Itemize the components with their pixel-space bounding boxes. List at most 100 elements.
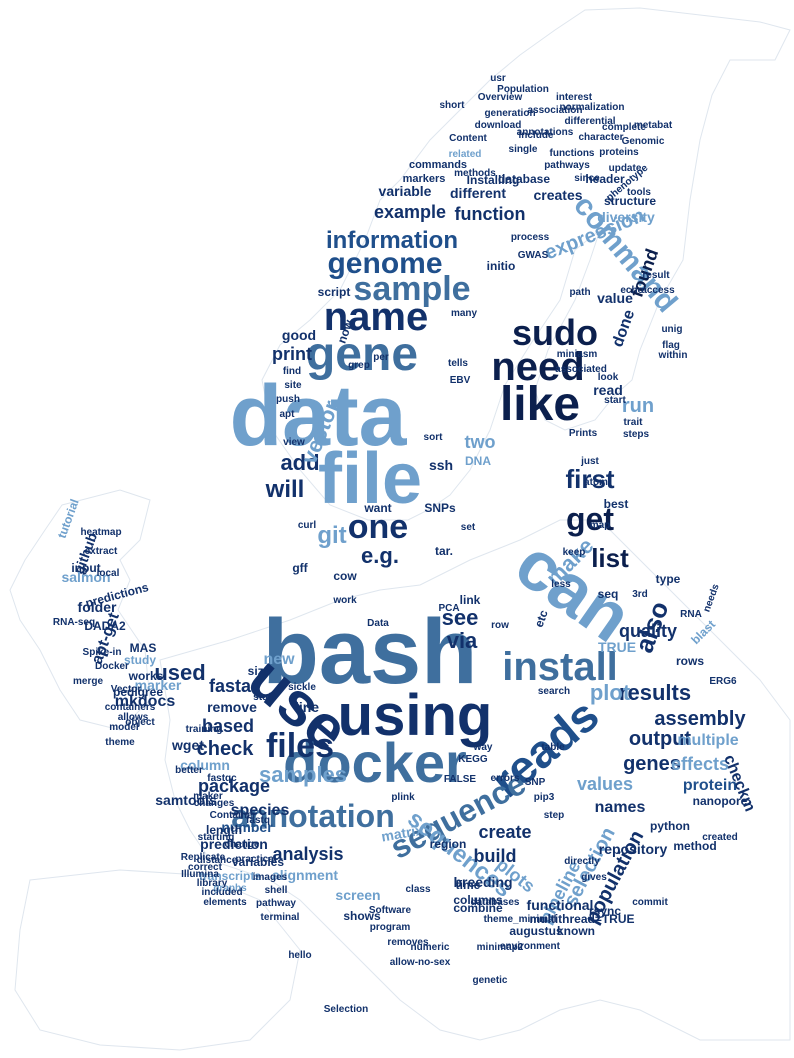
word-columns: columns <box>453 893 503 907</box>
word-illumina: Illumina <box>181 869 219 880</box>
word-samtools: samtools <box>155 792 217 808</box>
word-length: length <box>206 823 242 837</box>
word-breeding: breeding <box>453 874 512 890</box>
word-shows: shows <box>343 909 381 923</box>
word-print: print <box>272 344 312 364</box>
word-annotation: annotation <box>231 798 395 834</box>
mainland-europe-shape <box>159 519 791 1041</box>
word-fasta: fasta <box>209 676 252 696</box>
word-etc: etc <box>532 608 551 629</box>
word-pathways: pathways <box>544 160 590 171</box>
word-install: install <box>502 645 618 689</box>
word-association: association <box>527 105 582 116</box>
word-creates: creates <box>533 187 582 203</box>
word-atom: atom <box>584 477 608 488</box>
word-values: values <box>577 774 633 794</box>
word-good: good <box>282 327 316 343</box>
word-keep: keep <box>563 547 586 558</box>
word-gives: gives <box>581 872 607 883</box>
word-start: start <box>604 395 626 406</box>
word-remove: remove <box>207 699 257 715</box>
word-used: used <box>154 660 205 685</box>
word-update: update <box>609 163 642 174</box>
word-unig: unig <box>661 324 682 335</box>
word-column: column <box>180 757 230 773</box>
word-usr: usr <box>490 73 506 84</box>
word-functions: functions <box>550 148 595 159</box>
word-tar: tar. <box>435 544 453 558</box>
word-object: object <box>125 717 155 728</box>
word-data: data <box>230 368 408 464</box>
word-see: see <box>442 605 479 630</box>
word-within: within <box>658 350 688 361</box>
word-set: set <box>461 522 476 533</box>
word-grep: grep <box>348 360 370 371</box>
word-example: example <box>374 202 446 222</box>
scandinavia-shape <box>261 7 791 521</box>
word-correct: correct <box>188 862 223 873</box>
word-single: single <box>509 144 538 155</box>
word-find: find <box>283 366 301 377</box>
word-rsync: rsync <box>589 904 621 918</box>
word-interest: interest <box>556 92 593 103</box>
word-related: related <box>449 149 482 160</box>
word-pca: PCA <box>438 603 459 614</box>
word-differential: differential <box>564 116 615 127</box>
word-map: map <box>590 520 611 531</box>
word-eg: e.g. <box>361 543 399 568</box>
word-region: region <box>430 837 467 851</box>
word-want: want <box>363 501 391 515</box>
word-elements: elements <box>203 897 247 908</box>
word-best: best <box>604 497 629 511</box>
word-effects: effects <box>671 754 729 774</box>
word-structure: structure <box>604 194 656 208</box>
word-site: site <box>284 380 302 391</box>
word-add: add <box>280 450 319 475</box>
word-rows: rows <box>676 654 704 668</box>
word-echo: echo <box>620 285 643 296</box>
word-genome: genome <box>327 247 442 280</box>
word-needs: needs <box>702 582 722 613</box>
word-via: via <box>447 628 478 653</box>
word-docker: docker <box>283 731 467 794</box>
word-python: python <box>650 819 690 833</box>
word-local: local <box>97 568 120 579</box>
word-assembly: assembly <box>654 708 746 730</box>
word-new: new <box>263 651 295 668</box>
word-rna: RNA <box>680 609 702 620</box>
word-gff: gff <box>292 561 308 575</box>
word-miniasm: miniasm <box>557 349 598 360</box>
word-nanopore: nanopore <box>693 794 748 808</box>
word-merge: merge <box>73 676 103 687</box>
word-pathway: pathway <box>256 898 296 909</box>
word-matrix: matrix <box>380 822 424 845</box>
word-software: Software <box>369 905 412 916</box>
word-table: table <box>541 742 565 753</box>
word-stuff: stuff <box>253 692 275 703</box>
word-markers: markers <box>403 173 446 185</box>
word-path: path <box>569 287 590 298</box>
word-dna: DNA <box>465 454 491 468</box>
word-sort: sort <box>424 432 444 443</box>
word-access: access <box>641 285 675 296</box>
word-way: way <box>473 742 493 753</box>
word-wget: wget <box>171 737 204 753</box>
word-bash: bash <box>263 601 478 703</box>
word-work: work <box>332 595 357 606</box>
word-maker: maker <box>193 791 223 802</box>
word-study: study <box>124 653 156 667</box>
word-created: created <box>702 832 738 843</box>
word-proteins: proteins <box>599 147 639 158</box>
word-extract: extract <box>85 546 118 557</box>
word-false: FALSE <box>444 774 477 785</box>
word-mas: MAS <box>130 641 157 655</box>
word-normalization: normalization <box>559 102 624 113</box>
word-augustus: augustus <box>509 924 563 938</box>
word-errors: errors <box>491 773 520 784</box>
word-containers: containers <box>105 702 156 713</box>
word-based: based <box>202 716 254 736</box>
word-training: training <box>186 724 223 735</box>
word-diversity: diversity <box>597 209 655 225</box>
word-value: value <box>597 290 633 306</box>
